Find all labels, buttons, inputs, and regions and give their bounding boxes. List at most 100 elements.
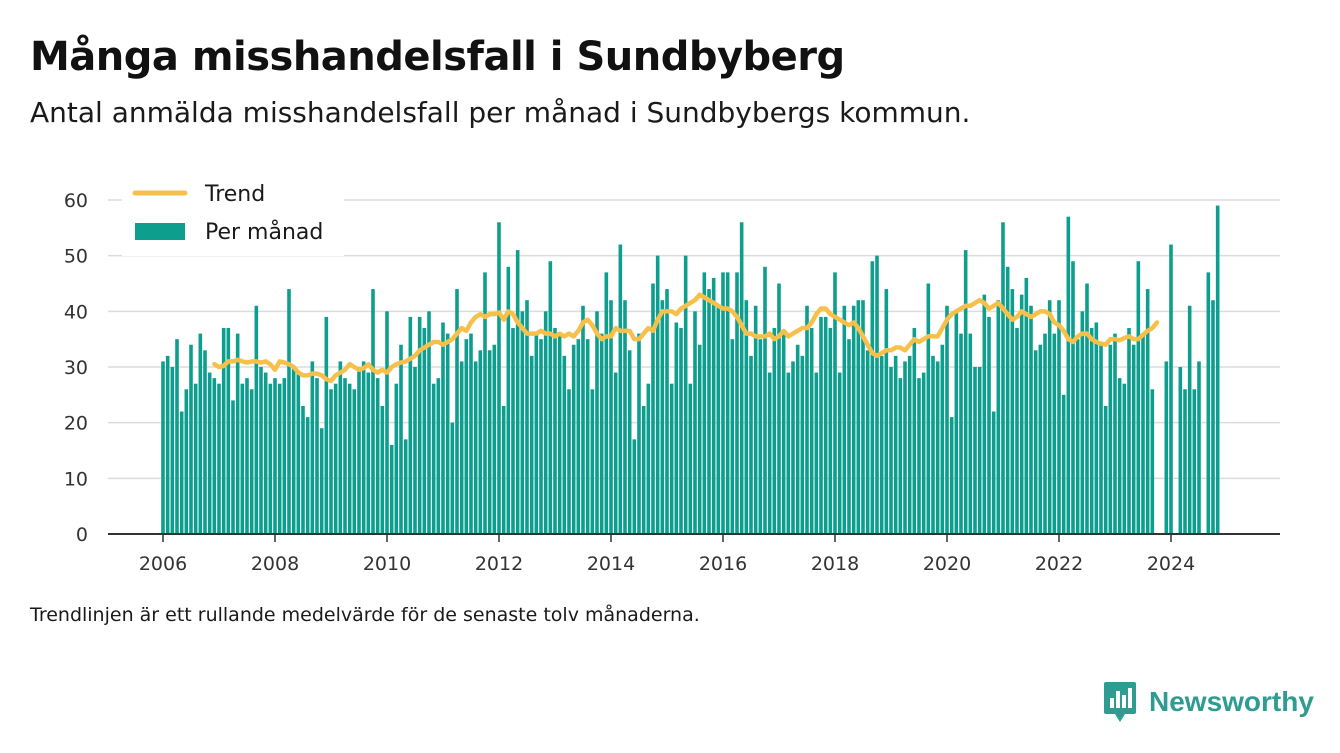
bar [315,378,319,534]
bar [926,283,931,534]
bar [459,361,464,534]
bar [310,361,315,534]
bar [511,328,515,534]
bar [282,378,287,534]
bar [366,372,371,534]
footnote: Trendlinjen är ett rullande medelvärde f… [30,604,700,626]
bar [655,255,660,535]
bar [632,439,637,534]
bar [613,372,618,534]
bar [674,322,679,534]
bar [492,344,497,534]
bar [861,300,865,534]
bar [1178,367,1183,534]
bar [161,361,165,534]
bar [679,328,683,534]
bar [1164,361,1169,534]
bar [721,272,725,534]
bar [515,250,520,534]
bar [1211,300,1215,534]
bar [478,350,483,534]
bar [875,255,879,535]
bar [333,383,338,534]
bar [422,328,427,534]
chart-subtitle: Antal anmälda misshandelsfall per månad … [30,96,971,129]
bar [324,316,329,534]
bar [907,355,912,534]
y-tick-label: 50 [64,246,88,268]
bar [254,305,259,534]
bar [1071,261,1075,534]
bar [464,339,469,534]
bar [441,322,445,534]
bar [595,311,599,534]
bar [711,277,716,534]
x-tick-label: 2024 [1147,553,1195,575]
bar [427,311,431,534]
bar [865,350,870,534]
legend-bars-swatch [135,223,185,240]
x-tick-label: 2008 [251,553,299,575]
bar [553,328,557,534]
bar [1206,272,1211,534]
bar [819,316,823,534]
bar [226,328,231,534]
bar [1122,383,1127,534]
bar [931,355,935,534]
bar [917,378,921,534]
bar [744,300,749,534]
bar [231,400,235,534]
bar [543,311,548,534]
bar [991,411,996,534]
bar [175,339,179,534]
legend-background [122,176,344,256]
bar [380,405,385,534]
bar [823,316,828,534]
bar [1066,216,1071,534]
bar [525,300,529,534]
bar [375,378,380,534]
bar [1024,277,1029,534]
bar [1080,311,1085,534]
bar [1113,333,1117,534]
bar [567,389,571,534]
bar [945,305,949,534]
bar [889,367,893,534]
bar [870,261,875,534]
bar [1099,344,1103,534]
bar [207,372,212,534]
bar [585,339,590,534]
bar [791,361,795,534]
bar [245,378,249,534]
bar [450,422,455,534]
bar [777,283,781,534]
bar [609,300,613,534]
bar [637,333,641,534]
bar [1141,333,1145,534]
bar [539,339,543,534]
bar [837,372,842,534]
bar [884,289,889,534]
bar [725,272,730,534]
bar [1103,405,1108,534]
bar [693,311,697,534]
bar [361,361,366,534]
bar [1015,328,1019,534]
bar [277,383,282,534]
bar [665,289,669,534]
bar [1169,244,1173,534]
bar [805,305,809,534]
bar [184,389,189,534]
bar [501,405,506,534]
bar [165,355,170,534]
bar [828,328,833,534]
bar [1127,328,1131,534]
bar [263,372,268,534]
bar [968,333,973,534]
bar [562,355,567,534]
bar [291,367,296,534]
x-tick-label: 2010 [363,553,411,575]
bar [1075,339,1080,534]
bar [935,361,940,534]
bar [800,355,805,534]
